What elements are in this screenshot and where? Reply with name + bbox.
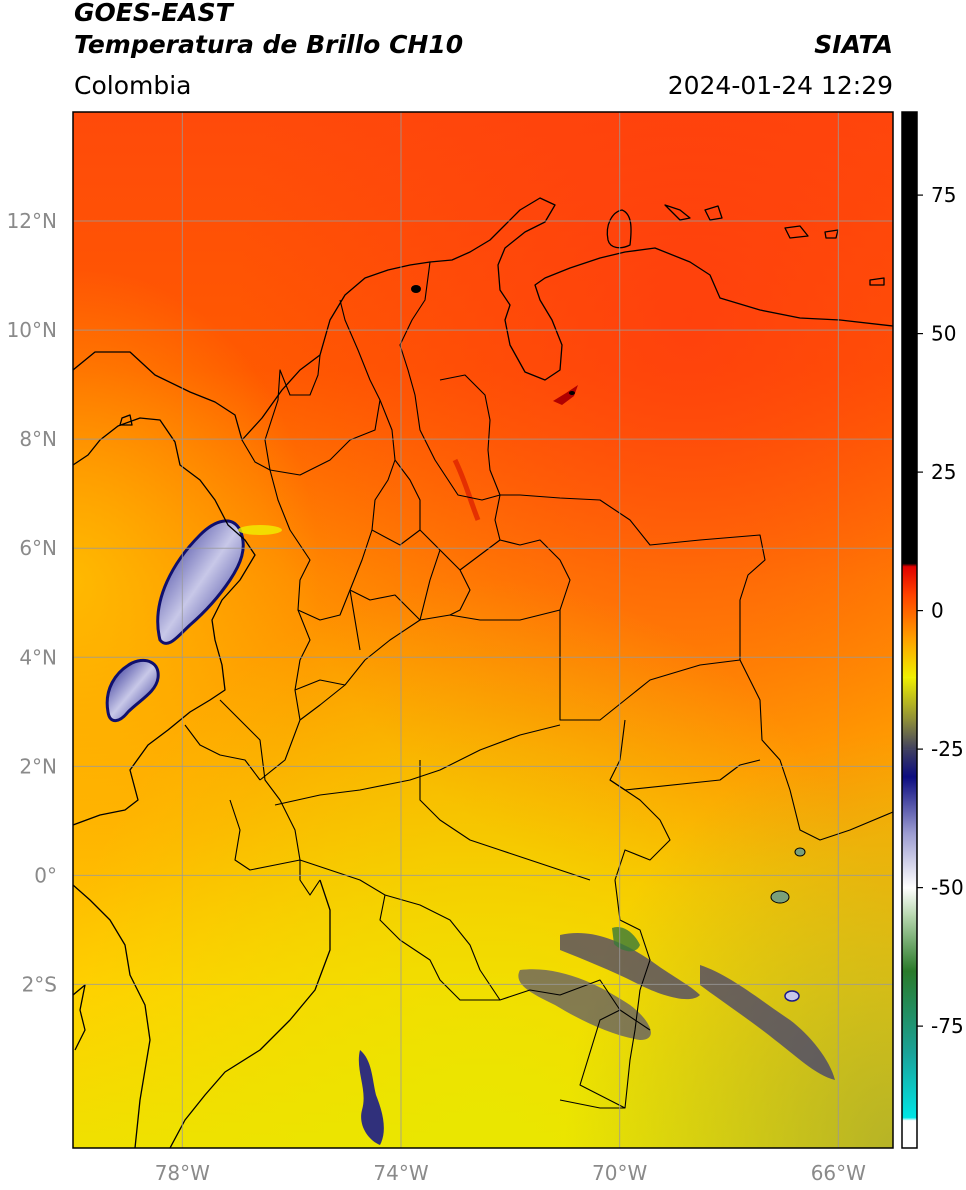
colorbar-segment	[902, 563, 917, 567]
colorbar-segment	[902, 112, 917, 564]
lat-tick-label: 2°N	[19, 754, 57, 778]
colorbar-tick-label: 25	[931, 460, 956, 484]
colorbar-segment	[902, 776, 917, 833]
colorbar-segment	[902, 887, 917, 916]
latitude-labels: 12°N 10°N 8°N 6°N 4°N 2°N 0° 2°S	[7, 209, 57, 996]
colorbar-frame	[901, 111, 918, 1149]
colorbar-segment	[902, 721, 917, 750]
lat-tick-label: 8°N	[19, 427, 57, 451]
colorbar-tick-label: -75	[931, 1014, 964, 1038]
colorbar-tick-label: 75	[931, 183, 956, 207]
lon-tick-label: 78°W	[155, 1161, 210, 1185]
colorbar-tick-label: 0	[931, 599, 944, 623]
product-title: Temperatura de Brillo CH10	[74, 30, 464, 59]
lat-tick-label: 2°S	[22, 972, 57, 996]
graticule	[73, 112, 893, 1148]
datetime-label: 2024-01-24 12:29	[667, 71, 893, 100]
region-label: Colombia	[74, 71, 192, 100]
colorbar-segment	[902, 566, 917, 595]
colorbar-segment	[902, 915, 917, 972]
colorbar-tick-label: 50	[931, 322, 956, 346]
agency-label: SIATA	[814, 30, 893, 59]
colorbar: 75 50 25 0 -25 -50 -75	[901, 111, 964, 1149]
map-frame	[72, 111, 894, 1149]
colorbar-segment	[902, 832, 917, 888]
longitude-labels: 78°W 74°W 70°W 66°W	[155, 1161, 866, 1185]
satellite-title: GOES-EAST	[74, 0, 233, 27]
colorbar-segment	[902, 970, 917, 1055]
lat-tick-label: 12°N	[7, 209, 57, 233]
hot-spots	[411, 285, 578, 521]
colorbar-segment	[902, 677, 917, 722]
colorbar-segment	[902, 1117, 917, 1121]
colorbar-tick-label: -25	[931, 737, 964, 761]
colorbar-segment	[902, 1053, 917, 1118]
colorbar-segment	[902, 638, 917, 678]
colorbar-segment	[902, 1120, 917, 1149]
cold-cloud-tops	[105, 519, 835, 1145]
lon-tick-label: 70°W	[592, 1161, 647, 1185]
lon-tick-label: 66°W	[811, 1161, 866, 1185]
lat-tick-label: 4°N	[19, 645, 57, 669]
colorbar-segment	[902, 593, 917, 639]
lat-tick-label: 6°N	[19, 536, 57, 560]
colorbar-tick-label: -50	[931, 876, 964, 900]
satellite-image	[73, 112, 893, 1148]
colorbar-segment	[902, 749, 917, 778]
lat-tick-label: 10°N	[7, 318, 57, 342]
lon-tick-label: 74°W	[373, 1161, 428, 1185]
coastline-borders	[73, 197, 893, 1148]
lat-tick-label: 0°	[34, 863, 57, 887]
department-borders	[184, 261, 893, 1109]
